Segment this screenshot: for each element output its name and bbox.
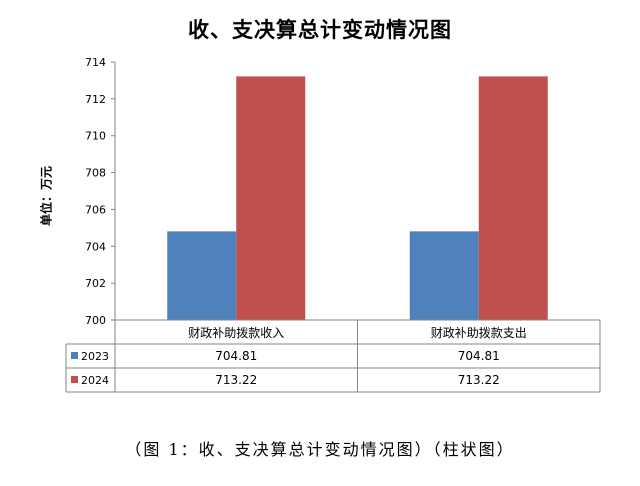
y-tick-label: 712 xyxy=(85,93,106,106)
bar xyxy=(409,231,479,320)
legend-label: 2024 xyxy=(81,374,109,387)
legend-key xyxy=(71,352,78,359)
data-label: 704.81 xyxy=(458,349,500,363)
x-category-label: 财政补助拨款支出 xyxy=(431,326,527,340)
bar xyxy=(236,76,306,320)
figure-caption: （图 1：收、支决算总计变动情况图）（柱状图） xyxy=(125,440,515,459)
chart-title: 收、支决算总计变动情况图 xyxy=(188,17,452,42)
data-label: 713.22 xyxy=(458,373,500,387)
data-label: 713.22 xyxy=(215,373,257,387)
y-tick-label: 700 xyxy=(85,314,106,327)
x-category-label: 财政补助拨款收入 xyxy=(188,326,284,340)
bar xyxy=(478,76,548,320)
y-tick-label: 704 xyxy=(85,240,106,253)
bar-chart: 700 702 704 706 708 710 712 714 财政补助拨款收入 财政补助拨款支出… xyxy=(65,56,601,393)
y-tick-label: 708 xyxy=(85,167,106,180)
y-tick-label: 710 xyxy=(85,130,106,143)
y-tick-label: 706 xyxy=(85,203,106,216)
legend-label: 2023 xyxy=(81,350,109,363)
y-tick-label: 714 xyxy=(85,56,106,69)
data-label: 704.81 xyxy=(215,349,257,363)
legend-key xyxy=(71,376,78,383)
bar xyxy=(167,231,237,320)
y-tick-label: 702 xyxy=(85,277,106,290)
